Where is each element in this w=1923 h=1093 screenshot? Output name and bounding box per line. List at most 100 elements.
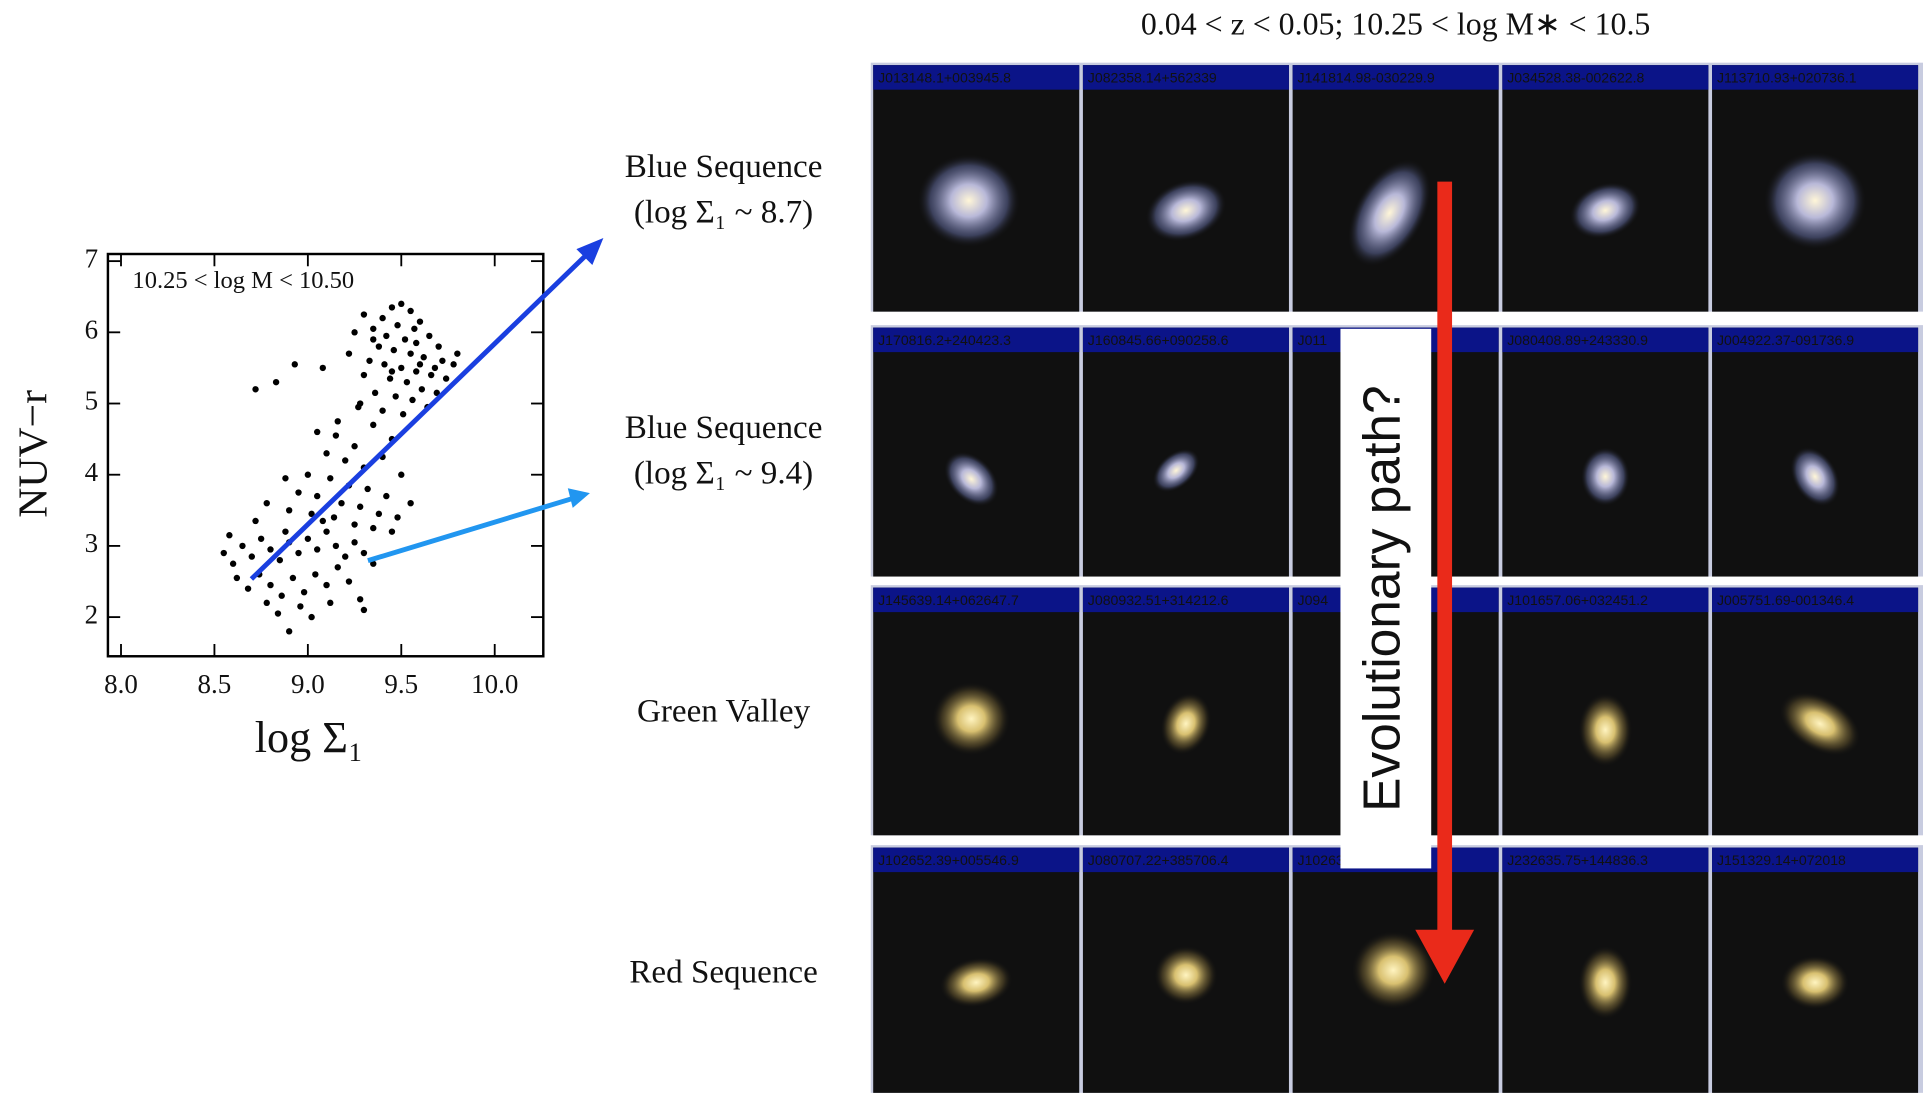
point [264, 500, 270, 506]
point [277, 557, 283, 563]
point [407, 500, 413, 506]
arrow-head [568, 488, 590, 508]
x-tick-label: 8.5 [198, 669, 232, 699]
point [428, 372, 434, 378]
point [297, 603, 303, 609]
galaxy-id: J232635.75+144836.3 [1507, 852, 1648, 868]
point [443, 375, 449, 381]
point [370, 525, 376, 531]
point [432, 365, 438, 371]
point [379, 407, 385, 413]
point [239, 543, 245, 549]
point [361, 311, 367, 317]
point [295, 489, 301, 495]
point [398, 301, 404, 307]
point [435, 343, 441, 349]
point [282, 475, 288, 481]
point [234, 575, 240, 581]
point [320, 365, 326, 371]
point [394, 322, 400, 328]
point [361, 550, 367, 556]
point [351, 443, 357, 449]
point [383, 493, 389, 499]
point [426, 333, 432, 339]
point [305, 536, 311, 542]
x-tick-label: 10.0 [471, 669, 518, 699]
x-tick-label: 8.0 [104, 669, 138, 699]
galaxy-id: J151329.14+072018 [1717, 852, 1846, 868]
point [221, 550, 227, 556]
point [230, 561, 236, 567]
point [407, 308, 413, 314]
galaxy [1578, 946, 1632, 1020]
y-tick-label: 5 [85, 386, 98, 416]
row-label: Green Valley [637, 692, 811, 729]
point [252, 518, 258, 524]
point [376, 343, 382, 349]
point [323, 528, 329, 534]
galaxy-id: J005751.69-001346.4 [1717, 592, 1854, 608]
row-sublabel: (log Σ₁ ~ 9.4) [634, 455, 813, 492]
point [245, 585, 251, 591]
point [392, 393, 398, 399]
galaxy-id: J113710.93+020736.1 [1717, 69, 1857, 85]
row-label: Blue Sequence [625, 409, 823, 446]
galaxy-id: J004922.37-091736.9 [1717, 332, 1854, 348]
point [342, 457, 348, 463]
point [411, 326, 417, 332]
point [286, 628, 292, 634]
galaxy-id: J034528.38-002622.8 [1507, 69, 1644, 85]
row-label: Blue Sequence [625, 148, 823, 185]
point [361, 372, 367, 378]
point [389, 304, 395, 310]
point [404, 379, 410, 385]
point [279, 593, 285, 599]
point [454, 350, 460, 356]
point [292, 361, 298, 367]
point [308, 614, 314, 620]
galaxy-id: J080408.89+243330.9 [1507, 332, 1648, 348]
point [413, 368, 419, 374]
point [327, 475, 333, 481]
point [314, 429, 320, 435]
galaxy-id: J080707.22+385706.4 [1088, 852, 1229, 868]
point [351, 521, 357, 527]
point [417, 361, 423, 367]
point [357, 504, 363, 510]
point [258, 536, 264, 542]
point [421, 354, 427, 360]
y-axis-label: NUV−r [10, 390, 56, 518]
point [370, 336, 376, 342]
point [398, 365, 404, 371]
point [342, 553, 348, 559]
point [335, 564, 341, 570]
grid-title: 0.04 < z < 0.05; 10.25 < log M∗ < 10.5 [1141, 6, 1650, 41]
point [417, 318, 423, 324]
point [295, 550, 301, 556]
point [409, 397, 415, 403]
page: {"chart_data": {"type": "scatter", "titl… [0, 0, 1923, 1093]
point [413, 340, 419, 346]
point [314, 493, 320, 499]
galaxy [1764, 152, 1867, 250]
point [398, 472, 404, 478]
point [323, 582, 329, 588]
point [387, 375, 393, 381]
point [389, 368, 395, 374]
point [357, 596, 363, 602]
point [312, 571, 318, 577]
point [355, 404, 361, 410]
galaxy-id: J101657.06+032451.2 [1507, 592, 1648, 608]
point [346, 578, 352, 584]
point [331, 514, 337, 520]
point [364, 486, 370, 492]
point [333, 432, 339, 438]
point [366, 358, 372, 364]
galaxy-id: J080932.51+314212.6 [1088, 592, 1229, 608]
point [391, 347, 397, 353]
galaxy [917, 154, 1020, 247]
point [301, 589, 307, 595]
point [226, 532, 232, 538]
annotation: Evolutionary path? [1352, 385, 1410, 812]
slide: 0.04 < z < 0.05; 10.25 < log M∗ < 10.5 1… [0, 0, 1923, 1093]
